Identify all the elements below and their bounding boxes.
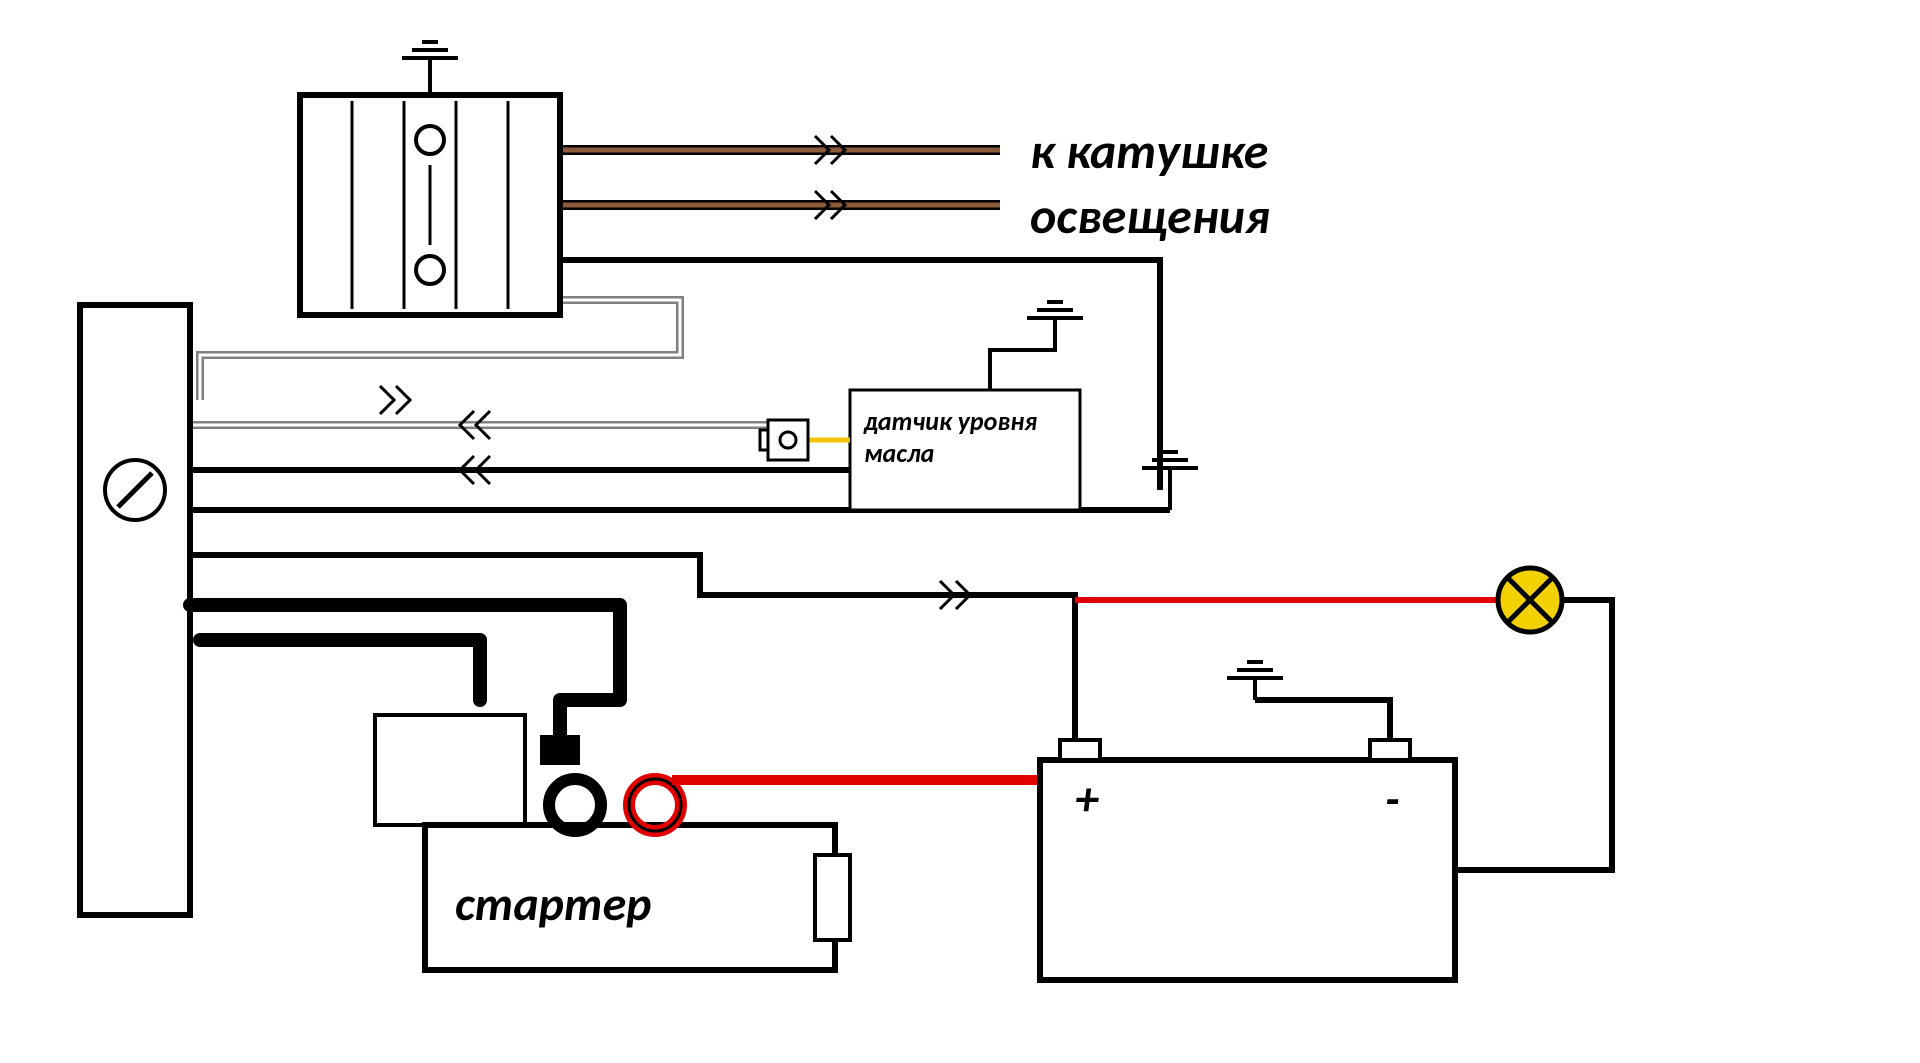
label-starter: стартер — [455, 874, 652, 933]
label-oil-sensor-1: датчик уровня — [863, 405, 1037, 437]
label-battery-minus: - — [1385, 769, 1400, 828]
label-oil-sensor-2: масла — [864, 437, 934, 469]
label-battery-plus: + — [1075, 769, 1099, 828]
label-to-coil-2: освещения — [1030, 186, 1270, 247]
label-to-coil-1: к катушке — [1030, 121, 1268, 182]
wiring-diagram: к катушкеосвещения датчик уровнямасла стар… — [0, 0, 1920, 1063]
